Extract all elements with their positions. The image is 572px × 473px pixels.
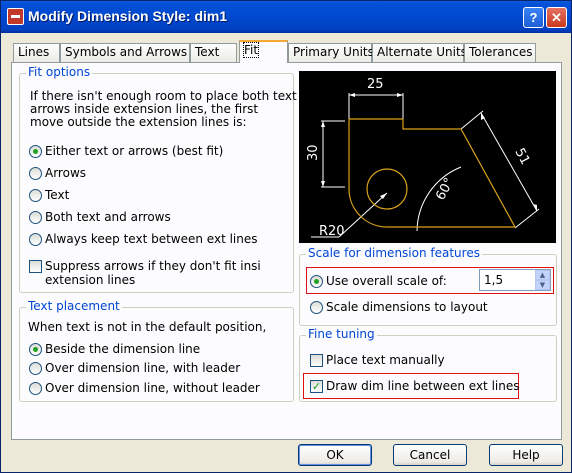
fit-best-fit-label[interactable]: Either text or arrows (best fit) (45, 144, 224, 158)
fit-always-keep-label[interactable]: Always keep text between ext lines (45, 232, 258, 246)
spin-down-icon[interactable]: ▼ (535, 280, 550, 290)
scale-group: Scale for dimension features (299, 246, 557, 326)
fit-best-fit-radio[interactable] (29, 145, 42, 158)
preview-drawing: 25 30 51 60° R20 (306, 77, 540, 239)
text-placement-legend: Text placement (26, 299, 122, 313)
scale-highlight-box (306, 267, 554, 294)
fit-always-keep-radio[interactable] (29, 233, 42, 246)
fit-description-line-1: If there isn't enough room to place both… (30, 89, 297, 103)
scale-to-layout-label[interactable]: Scale dimensions to layout (326, 300, 488, 314)
ok-button[interactable]: OK (298, 444, 372, 466)
use-overall-scale-radio[interactable] (310, 275, 323, 288)
close-title-button[interactable]: ✕ (546, 7, 567, 28)
tab-tolerances[interactable]: Tolerances (464, 43, 536, 62)
fit-options-legend: Fit options (26, 65, 93, 79)
tab-fit[interactable]: Fit (239, 40, 288, 63)
dimension-preview: 25 30 51 60° R20 (299, 71, 556, 243)
placement-with-leader-radio[interactable] (29, 362, 42, 375)
scale-to-layout-radio[interactable] (310, 301, 323, 314)
place-text-manually-label[interactable]: Place text manually (326, 353, 445, 367)
draw-dim-line-label[interactable]: Draw dim line between ext lines (326, 379, 520, 393)
text-placement-description: When text is not in the default position… (28, 320, 267, 334)
fit-text-label[interactable]: Text (45, 188, 70, 202)
fit-both-label[interactable]: Both text and arrows (45, 210, 171, 224)
cancel-button[interactable]: Cancel (393, 444, 467, 466)
fine-tuning-legend: Fine tuning (306, 327, 377, 341)
fit-arrows-radio[interactable] (29, 167, 42, 180)
spin-up-icon[interactable]: ▲ (535, 270, 550, 280)
tab-lines[interactable]: Lines (13, 43, 60, 62)
placement-beside-radio[interactable] (29, 343, 42, 356)
tab-primary-units[interactable]: Primary Units (288, 43, 374, 62)
place-text-manually-checkbox[interactable] (310, 354, 323, 367)
text-placement-group: Text placement (19, 299, 294, 402)
placement-with-leader-label[interactable]: Over dimension line, with leader (45, 361, 241, 375)
placement-beside-label[interactable]: Beside the dimension line (45, 342, 201, 356)
fit-options-group: Fit options (19, 65, 294, 293)
tab-symbols-and-arrows[interactable]: Symbols and Arrows (60, 43, 190, 62)
draw-dim-line-checkbox[interactable]: ✓ (310, 380, 323, 393)
suppress-arrows-label-line-1[interactable]: Suppress arrows if they don't fit insi (45, 259, 261, 273)
preview-dim-radius: R20 (319, 224, 345, 239)
fit-arrows-label[interactable]: Arrows (45, 166, 87, 180)
placement-without-leader-label[interactable]: Over dimension line, without leader (45, 381, 260, 395)
window-title: Modify Dimension Style: dim1 (28, 8, 228, 24)
fit-both-radio[interactable] (29, 211, 42, 224)
suppress-arrows-checkbox[interactable] (29, 260, 42, 273)
fit-text-radio[interactable] (29, 189, 42, 202)
placement-without-leader-radio[interactable] (29, 382, 42, 395)
draw-dim-line-highlight-box (303, 373, 519, 399)
overall-scale-spinner[interactable]: 1,5 ▲ ▼ (479, 269, 551, 291)
tab-text[interactable]: Text (190, 43, 237, 62)
help-title-button[interactable]: ? (523, 7, 544, 28)
preview-dim-51: 51 (511, 146, 532, 168)
fine-tuning-group: Fine tuning (299, 327, 557, 402)
suppress-arrows-label-line-2[interactable]: extension lines (45, 273, 136, 287)
fit-description-line-2: arrows inside extension lines, the first (30, 102, 259, 116)
preview-dim-30: 30 (306, 144, 321, 161)
tab-alternate-units[interactable]: Alternate Units (372, 43, 467, 62)
use-overall-scale-label[interactable]: Use overall scale of: (326, 274, 447, 288)
fit-description-line-3: move outside the extension lines is: (30, 115, 247, 129)
help-button[interactable]: Help (489, 444, 563, 466)
scale-legend: Scale for dimension features (306, 246, 482, 260)
overall-scale-value[interactable]: 1,5 (484, 273, 504, 287)
preview-dim-angle: 60° (433, 175, 457, 202)
autocad-app-icon (7, 8, 24, 25)
title-bar[interactable]: Modify Dimension Style: dim1 ? ✕ (1, 1, 571, 33)
preview-dim-25: 25 (367, 77, 384, 92)
